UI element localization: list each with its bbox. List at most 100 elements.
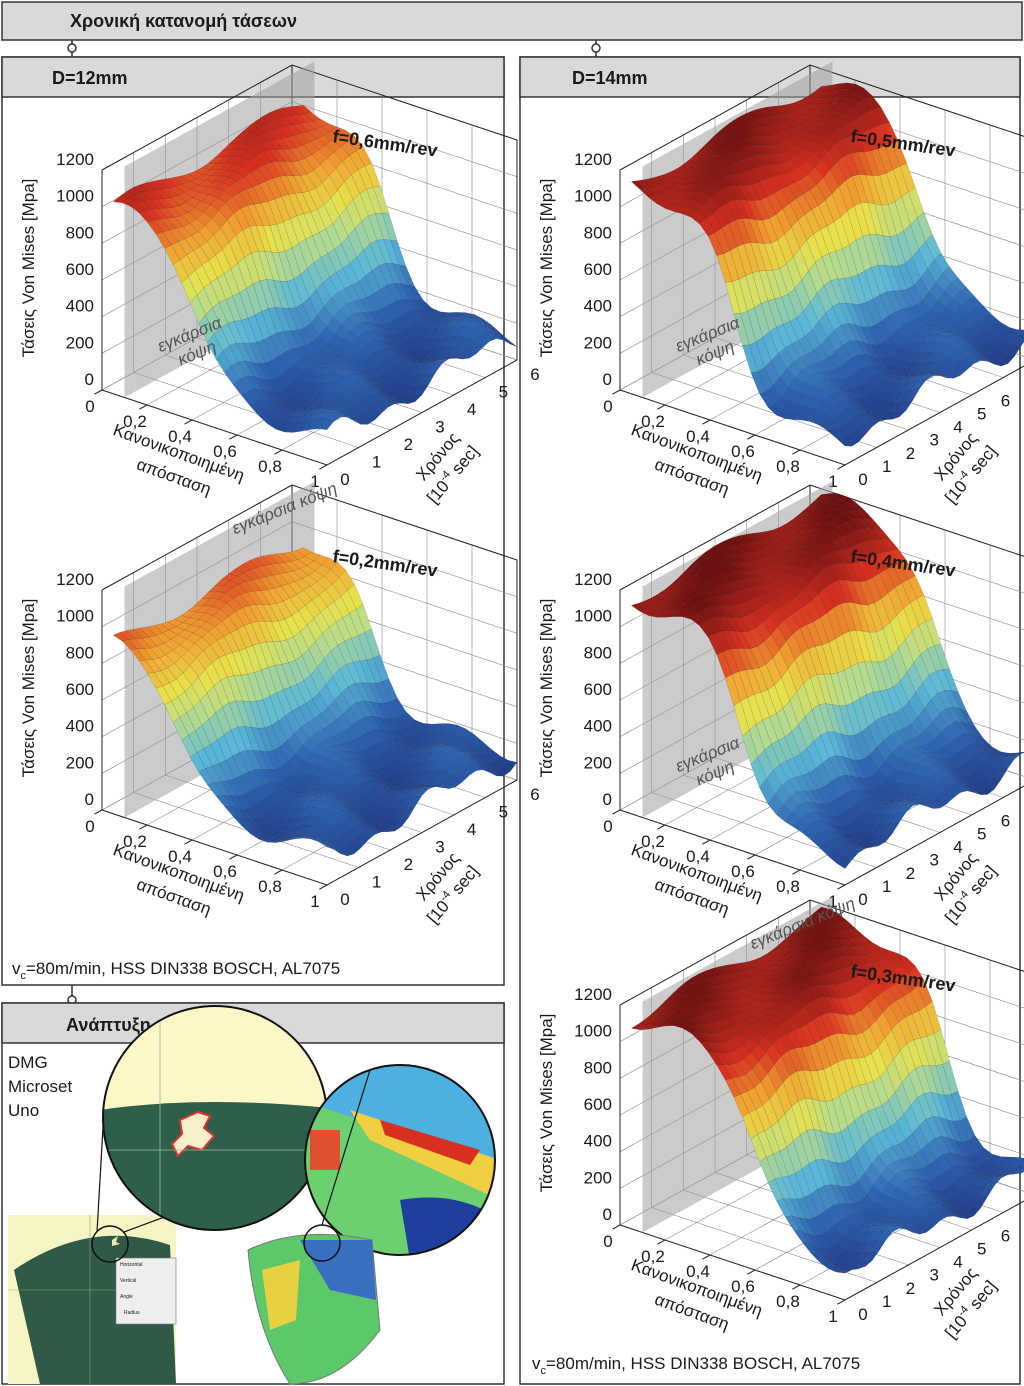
z-tick-label: 200 — [66, 753, 94, 772]
ui-label: Vertical — [120, 1278, 136, 1284]
axis-tick — [274, 869, 283, 875]
panel-bar — [1, 56, 505, 98]
surface-patch — [318, 841, 334, 850]
panel-title: D=12mm — [52, 68, 128, 88]
z-tick-label: 600 — [66, 680, 94, 699]
panel-bar — [519, 56, 1021, 98]
x-tick-label: 0,2 — [641, 412, 665, 431]
axis-tick — [657, 824, 666, 830]
panel-title: D=14mm — [572, 68, 648, 88]
t-tick-label: 1 — [882, 1292, 891, 1311]
t-tick-label: 3 — [435, 838, 444, 857]
x-tick-label: 0 — [603, 817, 612, 836]
z-tick-label: 1000 — [56, 187, 94, 206]
fem-zone — [310, 1130, 340, 1170]
axis-tick — [747, 434, 756, 440]
plot: εγκάρσιακόψη020040060080010001200Τάσεις … — [537, 61, 1024, 507]
axis-tick — [184, 419, 193, 425]
t-tick-label: 1 — [372, 873, 381, 892]
footnote-part: v — [12, 959, 21, 978]
axis-tick — [612, 389, 621, 395]
axis-line — [101, 590, 518, 886]
z-tick-label: 1200 — [56, 150, 94, 169]
z-tick-label: 600 — [66, 260, 94, 279]
plot: εγκάρσιακόψη020040060080010001200Τάσεις … — [537, 481, 1024, 927]
x-tick-label: 1 — [828, 472, 837, 491]
z-tick-label: 600 — [584, 680, 612, 699]
x-tick-label: 1 — [828, 1307, 837, 1326]
axis-tick — [837, 884, 846, 890]
z-tick-label: 800 — [66, 643, 94, 662]
z-axis-label: Τάσεις Von Mises [Mpa] — [19, 179, 38, 358]
axis-tick — [139, 404, 148, 410]
machine-label: DMG — [8, 1053, 48, 1072]
t-tick-label: 6 — [1001, 811, 1010, 830]
t-tick-label: 3 — [435, 418, 444, 437]
z-tick-label: 400 — [584, 297, 612, 316]
surface-patch — [1019, 752, 1024, 754]
z-axis-label: Τάσεις Von Mises [Mpa] — [537, 599, 556, 778]
footnote-sub: c — [21, 970, 27, 982]
plot: εγκάρσιακόψη020040060080010001200Τάσεις … — [19, 61, 540, 507]
t-tick-label: 2 — [906, 444, 915, 463]
x-tick-label: 0,8 — [776, 457, 800, 476]
axis-tick — [139, 824, 148, 830]
z-tick-label: 0 — [85, 370, 94, 389]
z-tick-label: 1200 — [574, 985, 612, 1004]
t-tick-label: 1 — [882, 457, 891, 476]
axis-tick — [94, 809, 103, 815]
t-tick-label: 5 — [499, 803, 508, 822]
z-tick-label: 1000 — [574, 1022, 612, 1041]
axis-tick — [612, 809, 621, 815]
surface-patch — [1019, 331, 1024, 337]
t-tick-label: 5 — [977, 824, 986, 843]
x-tick-label: 0,4 — [168, 847, 192, 866]
z-tick-label: 0 — [603, 1205, 612, 1224]
t-tick-label: 6 — [530, 785, 539, 804]
x-tick-label: 0,8 — [258, 457, 282, 476]
axis-tick — [184, 839, 193, 845]
t-tick-label: 0 — [858, 1305, 867, 1324]
z-tick-label: 1200 — [574, 150, 612, 169]
box-edge — [619, 64, 1024, 171]
x-tick-label: 0,6 — [213, 442, 237, 461]
z-tick-label: 400 — [584, 717, 612, 736]
t-tick-label: 2 — [906, 1279, 915, 1298]
z-tick-label: 400 — [66, 297, 94, 316]
axis-tick — [792, 449, 801, 455]
z-axis-label: Τάσεις Von Mises [Mpa] — [19, 599, 38, 778]
t-tick-label: 0 — [858, 890, 867, 909]
axis-tick — [94, 389, 103, 395]
x-tick-label: 0 — [603, 397, 612, 416]
z-tick-label: 400 — [584, 1132, 612, 1151]
t-tick-label: 1 — [372, 453, 381, 472]
t-tick-label: 0 — [858, 470, 867, 489]
ui-label: Radius — [124, 1310, 140, 1316]
wear-images: Horizontal Vertical Angle Radius — [8, 1005, 496, 1385]
x-tick-label: 0,4 — [168, 427, 192, 446]
axis-tick — [229, 434, 238, 440]
t-tick-label: 5 — [977, 1239, 986, 1258]
t-tick-label: 2 — [404, 435, 413, 454]
header-bar — [1, 1, 1023, 41]
x-tick-label: 0 — [85, 817, 94, 836]
t-tick-label: 4 — [467, 400, 476, 419]
x-tick-label: 1 — [310, 472, 319, 491]
z-tick-label: 800 — [584, 1058, 612, 1077]
x-tick-label: 0 — [85, 397, 94, 416]
axis-tick — [702, 839, 711, 845]
surface-patch — [318, 418, 335, 431]
t-tick-label: 6 — [1001, 391, 1010, 410]
x-tick-label: 0,8 — [776, 1292, 800, 1311]
connector-dot — [67, 43, 77, 53]
x-tick-label: 0,6 — [213, 862, 237, 881]
t-tick-label: 0 — [340, 470, 349, 489]
fem-zone — [262, 1260, 300, 1330]
footnote-part: v — [532, 1354, 541, 1373]
zoom-marker — [91, 1225, 129, 1263]
x-tick-label: 0 — [603, 1232, 612, 1251]
t-tick-label: 5 — [499, 383, 508, 402]
z-tick-label: 800 — [66, 223, 94, 242]
z-tick-label: 800 — [584, 643, 612, 662]
z-tick-label: 0 — [603, 790, 612, 809]
